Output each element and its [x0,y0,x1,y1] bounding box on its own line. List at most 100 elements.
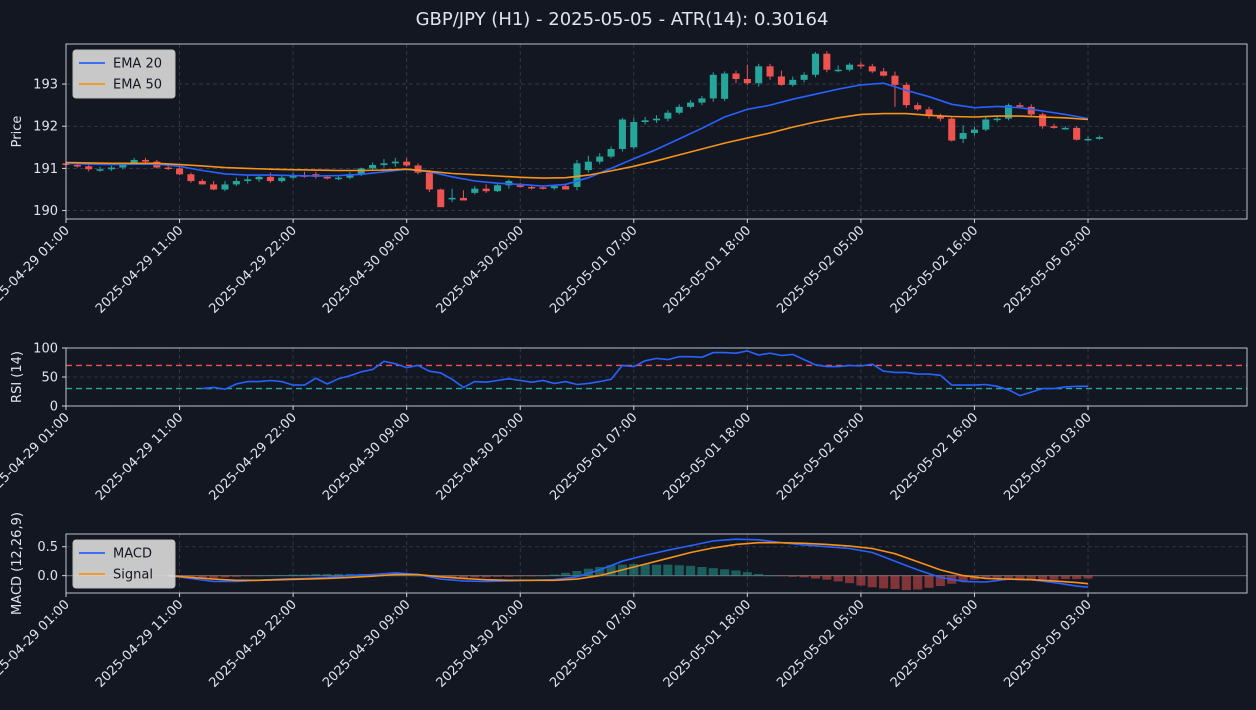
candle-body [709,74,717,99]
candle-body [459,197,467,201]
legend-box [72,49,176,99]
histogram-bar [481,575,491,578]
candle-body [959,132,967,139]
legend: EMA 20 EMA 50 [72,49,176,99]
candle-body [107,167,115,170]
candle-body [278,177,286,182]
series-line-ema-20 [65,82,1089,187]
y-tick-label: 192 [33,120,58,135]
y-axis-label: Price [10,116,25,148]
histogram-bar [663,564,673,576]
histogram-bar [220,575,230,578]
candle-body [698,98,706,103]
histogram-bar [788,575,798,577]
macd-line [168,538,1089,588]
candle-body [675,106,683,113]
y-tick-label: 0 [50,400,58,415]
candle-body [187,174,195,182]
signal-line [168,541,1089,585]
y-tick-label: 191 [33,162,58,177]
histogram-bar [913,575,923,590]
candle-body [743,79,751,84]
histogram-bar [799,575,809,578]
histogram-bar [742,572,752,576]
candle-body [607,149,615,157]
y-tick-label: 0.5 [37,540,58,555]
histogram-bar [697,566,707,576]
histogram-bar [549,574,559,576]
histogram-bar [538,575,548,577]
candle-body [482,188,490,192]
candle-body [210,184,218,190]
candle-body [652,118,661,121]
candle-body [1050,126,1058,128]
plot-frame [65,533,1248,594]
candle-body [891,75,899,85]
histogram-bar [686,565,696,576]
y-tick-label: 50 [41,371,58,386]
candle-body [164,167,172,170]
candle-body [721,73,729,99]
y-tick-label: 0.0 [37,569,58,584]
candle-body [141,159,150,162]
y-axis-label: RSI (14) [10,351,25,403]
candle-body [993,118,1001,121]
histogram-bar [311,573,321,576]
histogram-bar [583,568,593,576]
candle-body [789,79,797,85]
candle-body [846,64,854,70]
y-tick-label: 190 [33,204,58,219]
rsi-line [202,350,1088,397]
candle-body [539,187,547,189]
histogram-bar [345,573,355,576]
candle-body [425,172,433,190]
candle-body [936,116,944,119]
histogram-bar [402,575,412,576]
candle-body [1095,137,1103,139]
histogram-bar [890,575,900,589]
histogram-bar [209,575,219,578]
candle-body [1061,127,1069,130]
histogram-bar [1015,575,1025,579]
candle-body [777,76,785,85]
histogram-bar [720,569,730,576]
candle-body [119,164,127,168]
histogram-bar [254,575,264,577]
candle-body [584,161,592,171]
y-tick-label: 100 [33,342,58,357]
histogram-bar [1026,575,1036,580]
histogram-bar [776,575,786,577]
histogram-bar [924,575,934,588]
candle-body [618,119,626,149]
candle-body [1039,114,1047,127]
histogram-bar [867,575,877,588]
histogram-bar [674,565,684,576]
candle-body [130,159,138,165]
candle-body [857,64,865,67]
candle-body [1005,105,1013,119]
legend-label: EMA 50 [113,78,162,93]
legend-label: Signal [113,568,153,583]
candle-body [73,165,81,167]
legend: MACD Signal [72,539,176,589]
legend-label: EMA 20 [113,57,162,72]
candle-body [902,84,910,106]
candle-body [755,66,763,84]
histogram-bar [629,564,639,576]
candle-body [914,105,922,110]
candle-body [925,109,933,117]
candle-body [437,189,445,208]
candle-body [448,197,456,200]
histogram-bar [492,575,503,577]
histogram-bar [1083,575,1093,579]
candle-body [550,186,558,189]
histogram-bar [561,572,571,576]
plot-frame [65,347,1248,407]
candle-body [516,185,524,187]
candle-body [471,188,479,193]
histogram-bar [856,575,866,586]
candle-body [335,177,343,180]
histogram-bar [265,575,275,576]
